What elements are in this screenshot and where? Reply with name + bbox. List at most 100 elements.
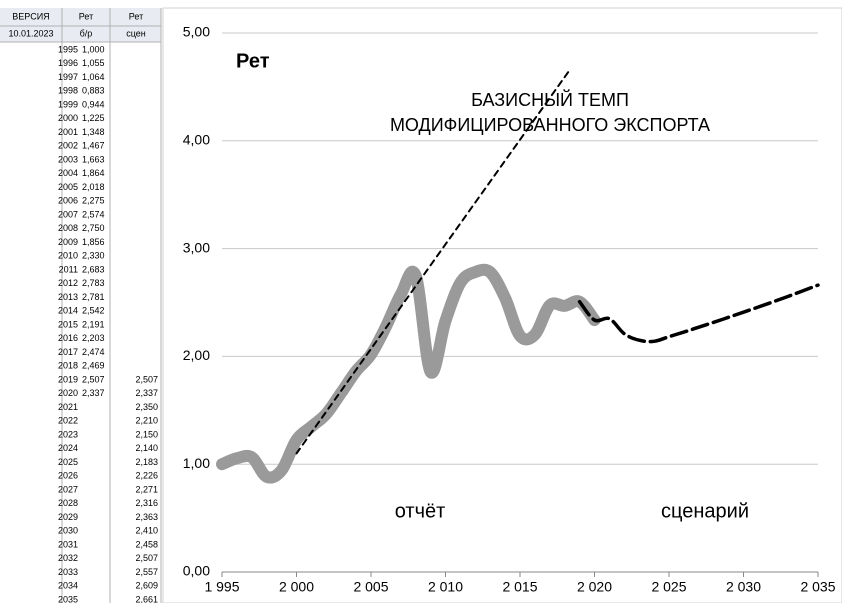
annotation: отчёт [395, 500, 446, 522]
scenario-cell: 2,609 [135, 581, 158, 591]
year-cell: 2013 [58, 292, 78, 302]
y-tick-label: 4,00 [183, 132, 210, 148]
year-cell: 2035 [58, 594, 78, 603]
year-cell: 2001 [58, 127, 78, 137]
x-tick-label: 1 995 [204, 579, 239, 595]
header-cell: 10.01.2023 [8, 28, 53, 38]
series-line [216, 263, 601, 484]
header-cell: сцен [126, 28, 146, 38]
year-cell: 2015 [58, 319, 78, 329]
year-cell: 1998 [58, 86, 78, 96]
year-cell: 2031 [58, 539, 78, 549]
scenario-cell: 2,507 [135, 374, 158, 384]
report-cell: 2,507 [82, 374, 105, 384]
x-tick-label: 2 000 [279, 579, 314, 595]
scenario-cell: 2,210 [135, 416, 158, 426]
y-tick-label: 1,00 [183, 455, 210, 471]
report-cell: 2,683 [82, 264, 105, 274]
y-tick-label: 2,00 [183, 347, 210, 363]
report-cell: 1,225 [82, 113, 105, 123]
header-cell: Рет [129, 11, 143, 21]
annotation: БАЗИСНЫЙ ТЕМП [471, 89, 629, 110]
report-cell: 1,856 [82, 237, 105, 247]
year-cell: 2028 [58, 498, 78, 508]
series-line [295, 69, 571, 455]
report-cell: 1,064 [82, 72, 105, 82]
report-cell: 2,474 [82, 347, 105, 357]
x-tick-label: 2 020 [577, 579, 612, 595]
scenario-cell: 2,350 [135, 402, 158, 412]
year-cell: 2011 [59, 264, 78, 274]
scenario-cell: 2,150 [135, 429, 158, 439]
header-cell: Рет [79, 11, 93, 21]
year-cell: 2003 [58, 154, 78, 164]
report-cell: 2,750 [82, 223, 105, 233]
y-tick-label: 5,00 [183, 24, 210, 40]
report-cell: 2,542 [82, 306, 105, 316]
x-tick-label: 2 035 [800, 579, 835, 595]
year-cell: 2030 [58, 526, 78, 536]
scenario-cell: 2,557 [135, 567, 158, 577]
year-cell: 2017 [58, 347, 78, 357]
x-tick-label: 2 010 [428, 579, 463, 595]
y-tick-label: 3,00 [183, 239, 210, 255]
report-cell: 2,275 [82, 196, 105, 206]
year-cell: 1999 [58, 99, 78, 109]
year-cell: 2006 [58, 196, 78, 206]
report-cell: 0,944 [82, 99, 105, 109]
scenario-cell: 2,226 [135, 471, 158, 481]
scenario-cell: 2,458 [135, 539, 158, 549]
year-cell: 2029 [58, 512, 78, 522]
report-cell: 2,018 [82, 182, 105, 192]
year-cell: 2007 [58, 209, 78, 219]
report-cell: 2,781 [82, 292, 105, 302]
year-cell: 2016 [58, 333, 78, 343]
year-cell: 2026 [58, 471, 78, 481]
scenario-cell: 2,337 [135, 388, 158, 398]
scenario-cell: 2,507 [135, 553, 158, 563]
year-cell: 2009 [58, 237, 78, 247]
year-cell: 2004 [58, 168, 78, 178]
scenario-cell: 2,410 [135, 526, 158, 536]
year-cell: 2019 [58, 374, 78, 384]
scenario-cell: 2,661 [135, 594, 158, 603]
report-cell: 2,191 [82, 319, 105, 329]
year-cell: 2014 [58, 306, 78, 316]
report-cell: 1,000 [82, 44, 105, 54]
year-cell: 1996 [58, 58, 78, 68]
report-cell: 2,203 [82, 333, 105, 343]
report-cell: 2,337 [82, 388, 105, 398]
report-cell: 1,467 [82, 141, 105, 151]
year-cell: 2002 [58, 141, 78, 151]
report-cell: 2,330 [82, 251, 105, 261]
year-cell: 2024 [58, 443, 78, 453]
year-cell: 1997 [58, 72, 78, 82]
header-cell: ВЕРСИЯ [12, 11, 49, 21]
header-cell: б/р [80, 28, 93, 38]
report-cell: 2,574 [82, 209, 105, 219]
report-cell: 0,883 [82, 86, 105, 96]
scenario-cell: 2,140 [135, 443, 158, 453]
year-cell: 2034 [58, 581, 78, 591]
report-cell: 1,663 [82, 154, 105, 164]
x-tick-label: 2 015 [502, 579, 537, 595]
year-cell: 2033 [58, 567, 78, 577]
annotation: МОДИФИЦИРОВАННОГО ЭКСПОРТА [390, 115, 710, 135]
year-cell: 1995 [58, 44, 78, 54]
year-cell: 2000 [58, 113, 78, 123]
scenario-cell: 2,183 [135, 457, 158, 467]
year-cell: 2022 [58, 416, 78, 426]
year-cell: 2023 [58, 429, 78, 439]
scenario-cell: 2,363 [135, 512, 158, 522]
year-cell: 2032 [58, 553, 78, 563]
report-cell: 1,055 [82, 58, 105, 68]
year-cell: 2025 [58, 457, 78, 467]
year-cell: 2027 [58, 484, 78, 494]
y-tick-label: 0,00 [183, 563, 210, 579]
x-tick-label: 2 030 [726, 579, 761, 595]
year-cell: 2020 [58, 388, 78, 398]
report-cell: 1,348 [82, 127, 105, 137]
year-cell: 2012 [58, 278, 78, 288]
